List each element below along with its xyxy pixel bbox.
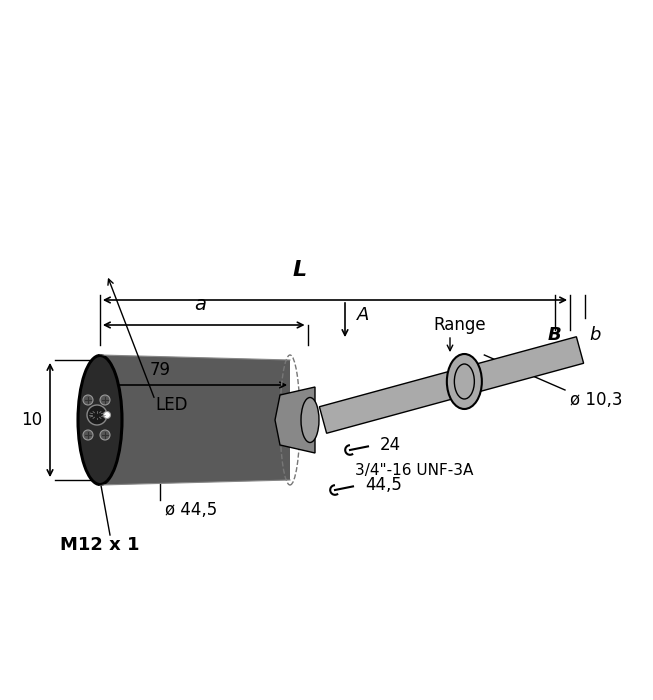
Ellipse shape [100, 430, 110, 440]
Text: LED: LED [155, 396, 187, 414]
Ellipse shape [83, 395, 93, 405]
Polygon shape [275, 387, 315, 453]
Text: M12 x 1: M12 x 1 [60, 536, 140, 554]
Text: 10: 10 [22, 411, 42, 429]
Text: 44,5: 44,5 [365, 476, 402, 494]
Ellipse shape [301, 398, 319, 442]
Text: 79: 79 [150, 361, 170, 379]
Polygon shape [100, 355, 290, 485]
Ellipse shape [103, 412, 110, 419]
Ellipse shape [87, 405, 107, 425]
Ellipse shape [83, 430, 93, 440]
Text: 24: 24 [380, 436, 401, 454]
Ellipse shape [78, 356, 121, 484]
Text: a: a [194, 295, 206, 314]
Ellipse shape [447, 354, 482, 409]
Text: A: A [357, 306, 370, 324]
Text: 3/4"-16 UNF-3A: 3/4"-16 UNF-3A [355, 463, 473, 477]
Ellipse shape [78, 355, 123, 485]
Text: ø 10,3: ø 10,3 [570, 391, 622, 409]
Text: Range: Range [434, 316, 486, 334]
Text: ø 44,5: ø 44,5 [165, 501, 217, 519]
Text: b: b [589, 326, 601, 344]
Polygon shape [468, 337, 584, 393]
Ellipse shape [454, 364, 474, 399]
Text: L: L [293, 260, 307, 280]
Polygon shape [319, 370, 460, 433]
Text: B: B [548, 326, 562, 344]
Ellipse shape [100, 395, 110, 405]
